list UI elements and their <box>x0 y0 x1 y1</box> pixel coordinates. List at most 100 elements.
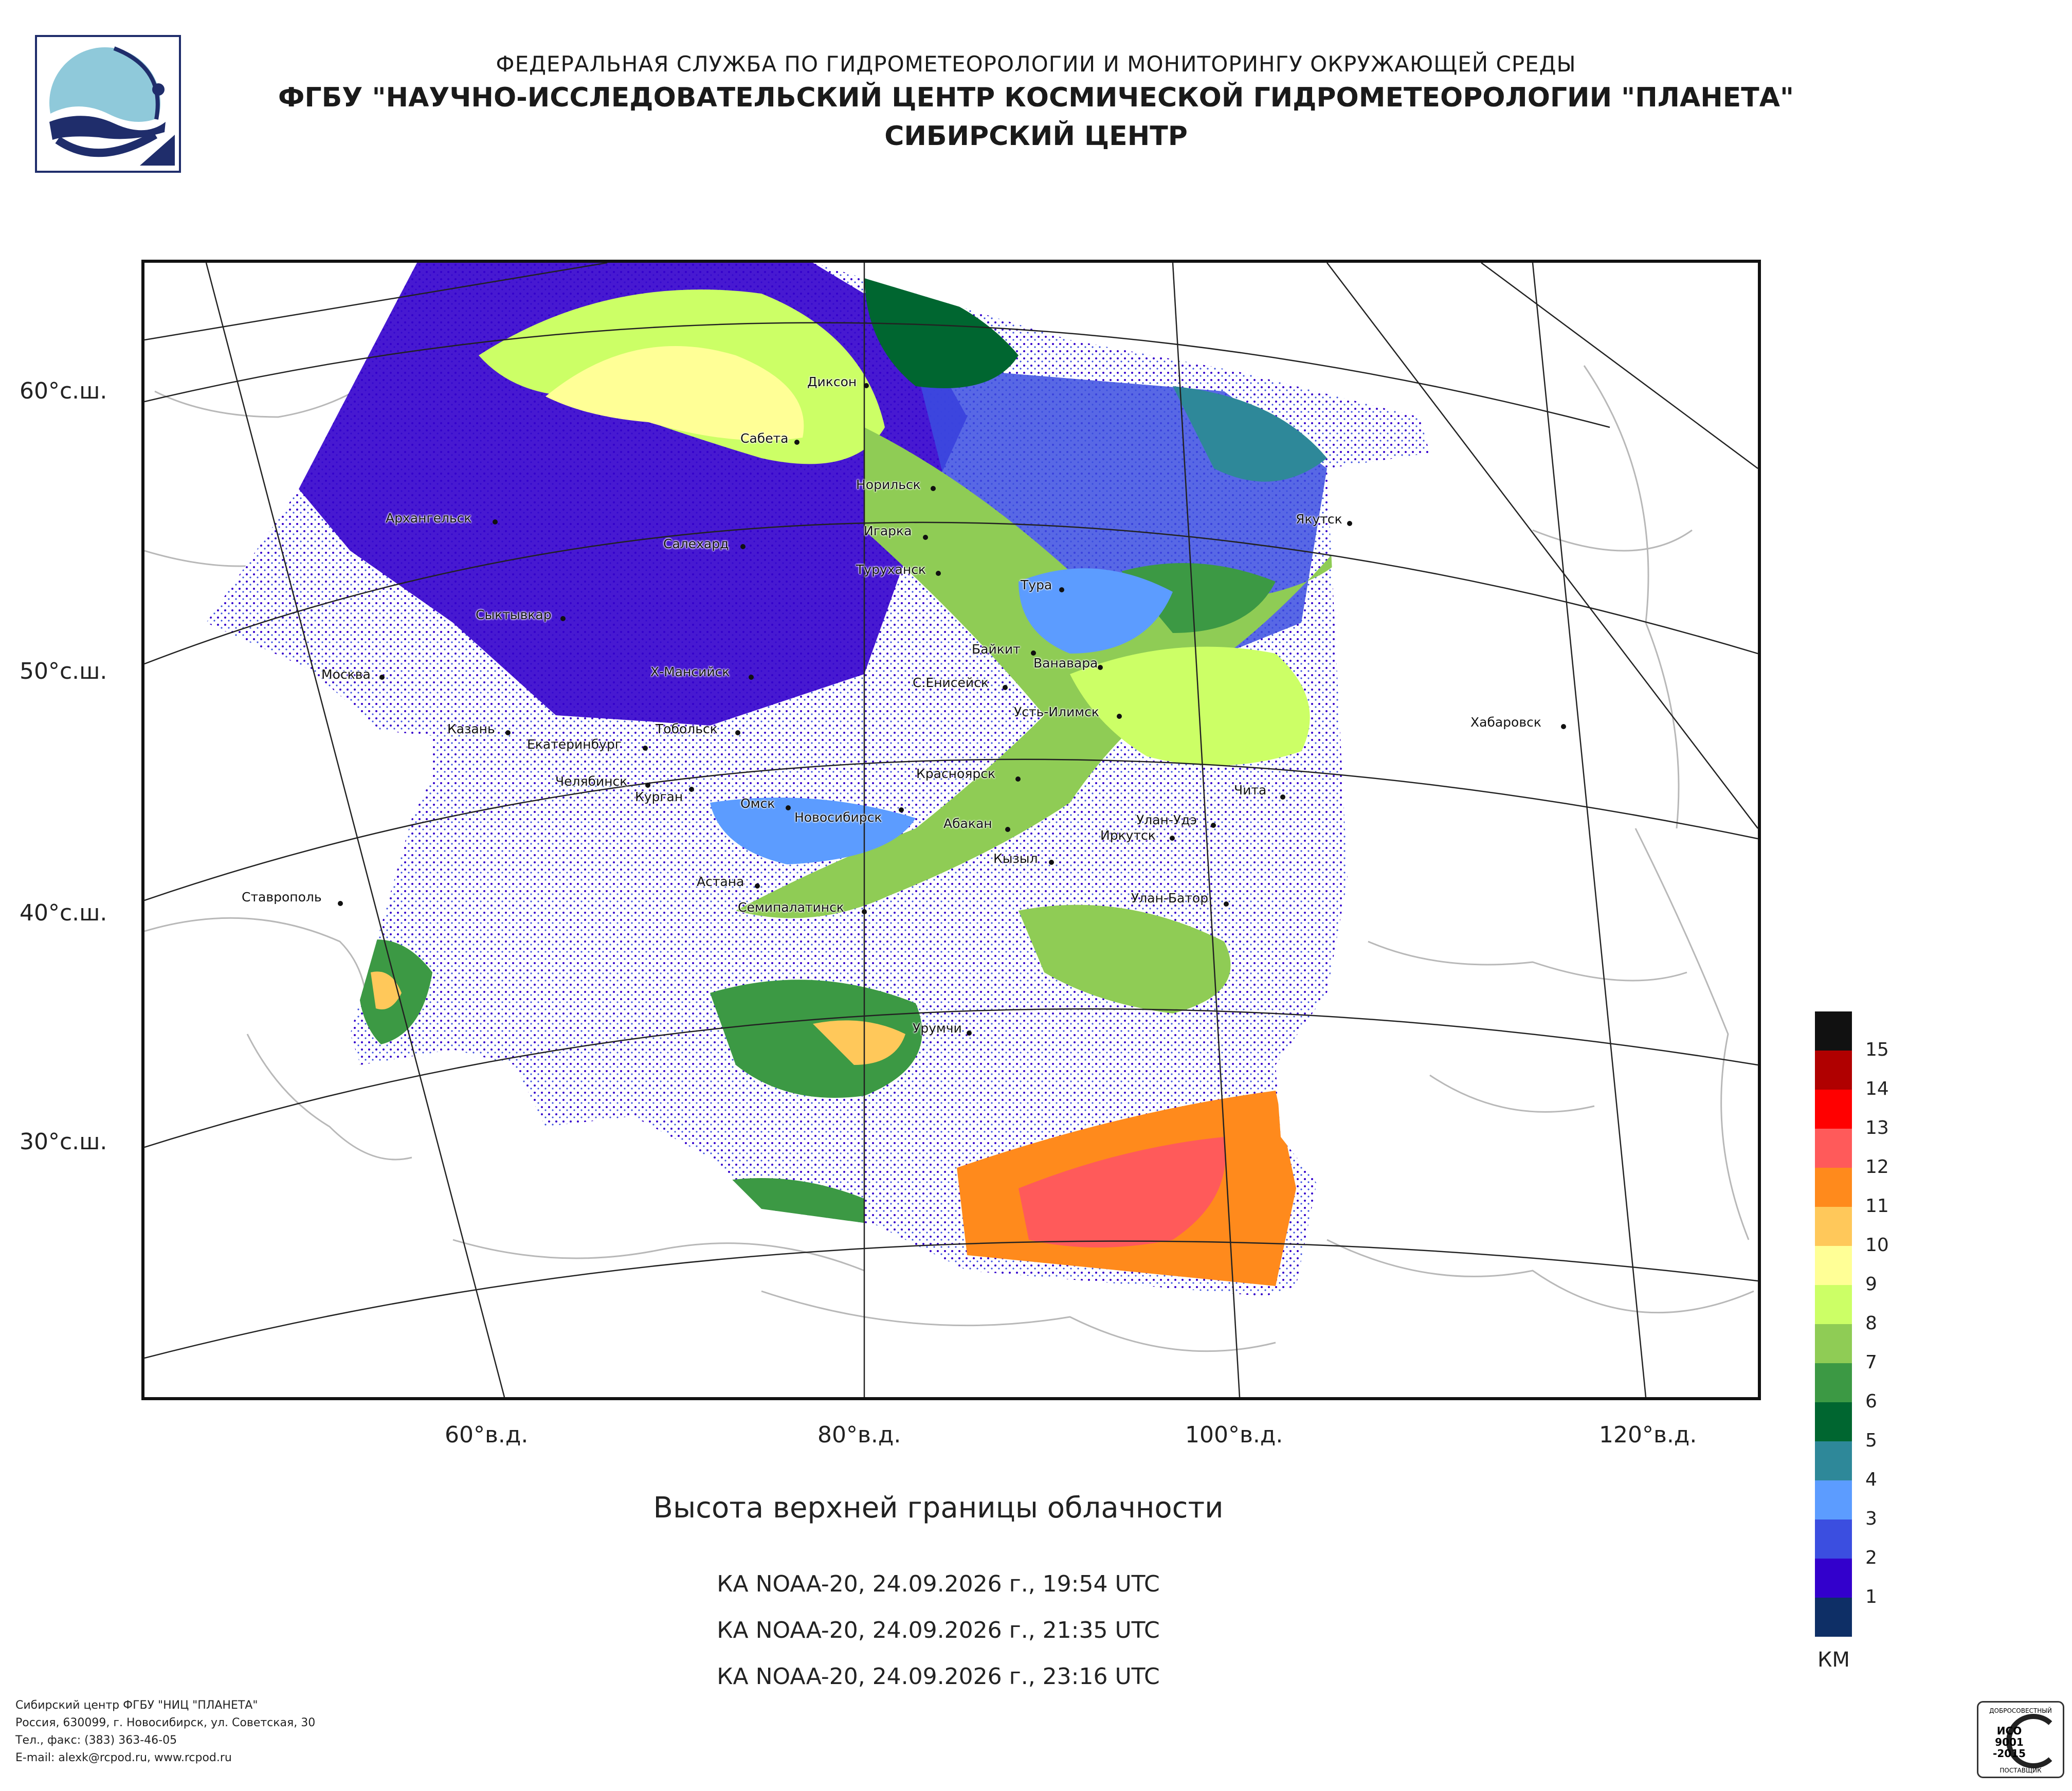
city-label: Сыктывкар <box>476 607 552 622</box>
lat-label-50: 50°с.ш. <box>20 658 107 684</box>
lon-label-80: 80°в.д. <box>817 1422 901 1448</box>
city-dot <box>1211 823 1216 828</box>
iso-certification-icon: ДОБРОСОВЕСТНЫЙ ИСО 9001 -2015 ПОСТАВЩИК <box>1989 1707 2052 1774</box>
city-label: Байкит <box>972 642 1021 657</box>
city-dot <box>749 675 754 680</box>
legend-level-label: 3 <box>1865 1508 1877 1529</box>
satellite-pass-3: КА NOAA-20, 24.09.2026 г., 23:16 UTC <box>717 1663 1160 1690</box>
city-dot <box>931 486 936 491</box>
city-dot <box>645 783 650 788</box>
city-dot <box>560 616 566 621</box>
city-label: Казань <box>447 721 495 736</box>
city-label: Семипалатинск <box>738 900 844 915</box>
footer-line: E-mail: alexk@rcpod.ru, www.rcpod.ru <box>15 1751 232 1764</box>
city-label: Ставрополь <box>242 890 322 904</box>
legend-level-label: 10 <box>1865 1235 1889 1256</box>
city-dot <box>967 1030 972 1036</box>
city-label: Курган <box>635 789 683 804</box>
city-dot <box>505 730 511 735</box>
legend-color-swatch <box>1815 1559 1852 1598</box>
city-label: Екатеринбург <box>527 737 622 752</box>
city-label: Красноярск <box>916 766 996 781</box>
legend-color-swatch <box>1815 1402 1852 1441</box>
lon-label-100: 100°в.д. <box>1185 1422 1283 1448</box>
legend-level-label: 9 <box>1865 1274 1877 1295</box>
legend-level-label: 6 <box>1865 1391 1877 1412</box>
iso-badge-mid1: ИСО <box>1997 1725 2022 1737</box>
header-line-1: ФЕДЕРАЛЬНАЯ СЛУЖБА ПО ГИДРОМЕТЕОРОЛОГИИ … <box>496 51 1576 77</box>
city-dot <box>864 383 869 388</box>
city-label: Х-Мансийск <box>650 664 730 679</box>
city-dot <box>493 519 498 524</box>
iso-badge-top: ДОБРОСОВЕСТНЫЙ <box>1989 1707 2052 1714</box>
legend-color-swatch <box>1815 1324 1852 1363</box>
city-dot <box>1170 836 1175 841</box>
legend-level-label: 11 <box>1865 1196 1889 1217</box>
legend-color-swatch <box>1815 1168 1852 1207</box>
city-dot <box>1117 714 1122 719</box>
city-dot <box>1015 776 1021 782</box>
city-dot <box>755 883 760 889</box>
header-line-3: СИБИРСКИЙ ЦЕНТР <box>884 121 1188 152</box>
legend-color-swatch <box>1815 1363 1852 1402</box>
city-label: Архангельск <box>386 511 472 526</box>
city-label: Тобольск <box>656 721 718 736</box>
footer-line: Россия, 630099, г. Новосибирск, ул. Сове… <box>15 1716 316 1729</box>
city-dot <box>923 535 928 540</box>
city-label: Челябинск <box>555 774 628 789</box>
legend-level-label: 1 <box>1865 1586 1877 1607</box>
legend-level-label: 12 <box>1865 1156 1889 1178</box>
legend-color-swatch <box>1815 1246 1852 1285</box>
city-label: Туруханск <box>856 562 926 577</box>
city-dot <box>379 675 385 680</box>
lat-label-60: 60°с.ш. <box>20 378 107 404</box>
lon-label-120: 120°в.д. <box>1599 1422 1697 1448</box>
city-label: Якутск <box>1296 512 1342 527</box>
city-dot <box>1059 587 1064 592</box>
legend-color-swatch <box>1815 1285 1852 1324</box>
city-dot <box>1031 650 1036 656</box>
legend-color-swatch <box>1815 1207 1852 1246</box>
city-label: Ванавара <box>1033 656 1098 671</box>
planeta-logo <box>35 35 181 173</box>
city-label: Диксон <box>807 374 857 389</box>
map-drawing <box>144 263 1758 1397</box>
city-dot <box>740 544 746 549</box>
product-title: Высота верхней границы облачности <box>653 1491 1224 1525</box>
legend-color-swatch <box>1815 1011 1852 1051</box>
satellite-pass-1: КА NOAA-20, 24.09.2026 г., 19:54 UTC <box>717 1571 1160 1597</box>
legend-level-label: 15 <box>1865 1039 1889 1060</box>
city-label: Урумчи <box>913 1021 962 1036</box>
legend-level-label: 5 <box>1865 1430 1877 1451</box>
city-dot <box>1098 665 1103 670</box>
city-dot <box>936 571 941 576</box>
legend-color-swatch <box>1815 1129 1852 1168</box>
city-dot <box>338 901 343 906</box>
lat-label-30: 30°с.ш. <box>20 1129 107 1155</box>
city-label: Усть-Илимск <box>1014 704 1099 719</box>
legend-color-swatch <box>1815 1480 1852 1519</box>
city-label: Салехард <box>663 536 729 551</box>
city-dot <box>643 746 648 751</box>
footer-contacts: Сибирский центр ФГБУ "НИЦ "ПЛАНЕТА" Росс… <box>15 1697 315 1767</box>
city-label: Иркутск <box>1100 828 1156 843</box>
city-label: Улан-Удэ <box>1136 812 1197 827</box>
city-dot <box>786 805 791 810</box>
legend-level-label: 2 <box>1865 1547 1877 1568</box>
legend-level-label: 8 <box>1865 1313 1877 1334</box>
city-dot <box>1347 521 1352 526</box>
planeta-emblem-icon <box>49 46 175 166</box>
city-dot <box>735 730 740 735</box>
iso-badge: ДОБРОСОВЕСТНЫЙ ИСО 9001 -2015 ПОСТАВЩИК <box>1977 1701 2064 1778</box>
lon-label-60: 60°в.д. <box>445 1422 529 1448</box>
city-dot <box>899 807 904 812</box>
city-dot <box>1561 724 1566 729</box>
city-dot <box>794 440 799 445</box>
legend-unit: КМ <box>1817 1648 1850 1672</box>
iso-badge-mid2: 9001 <box>1995 1736 2024 1748</box>
iso-badge-bottom: ПОСТАВЩИК <box>2000 1767 2042 1774</box>
legend-color-swatch <box>1815 1441 1852 1480</box>
city-dot <box>862 909 867 914</box>
satellite-pass-2: КА NOAA-20, 24.09.2026 г., 21:35 UTC <box>717 1617 1160 1643</box>
legend-color-swatch <box>1815 1519 1852 1559</box>
